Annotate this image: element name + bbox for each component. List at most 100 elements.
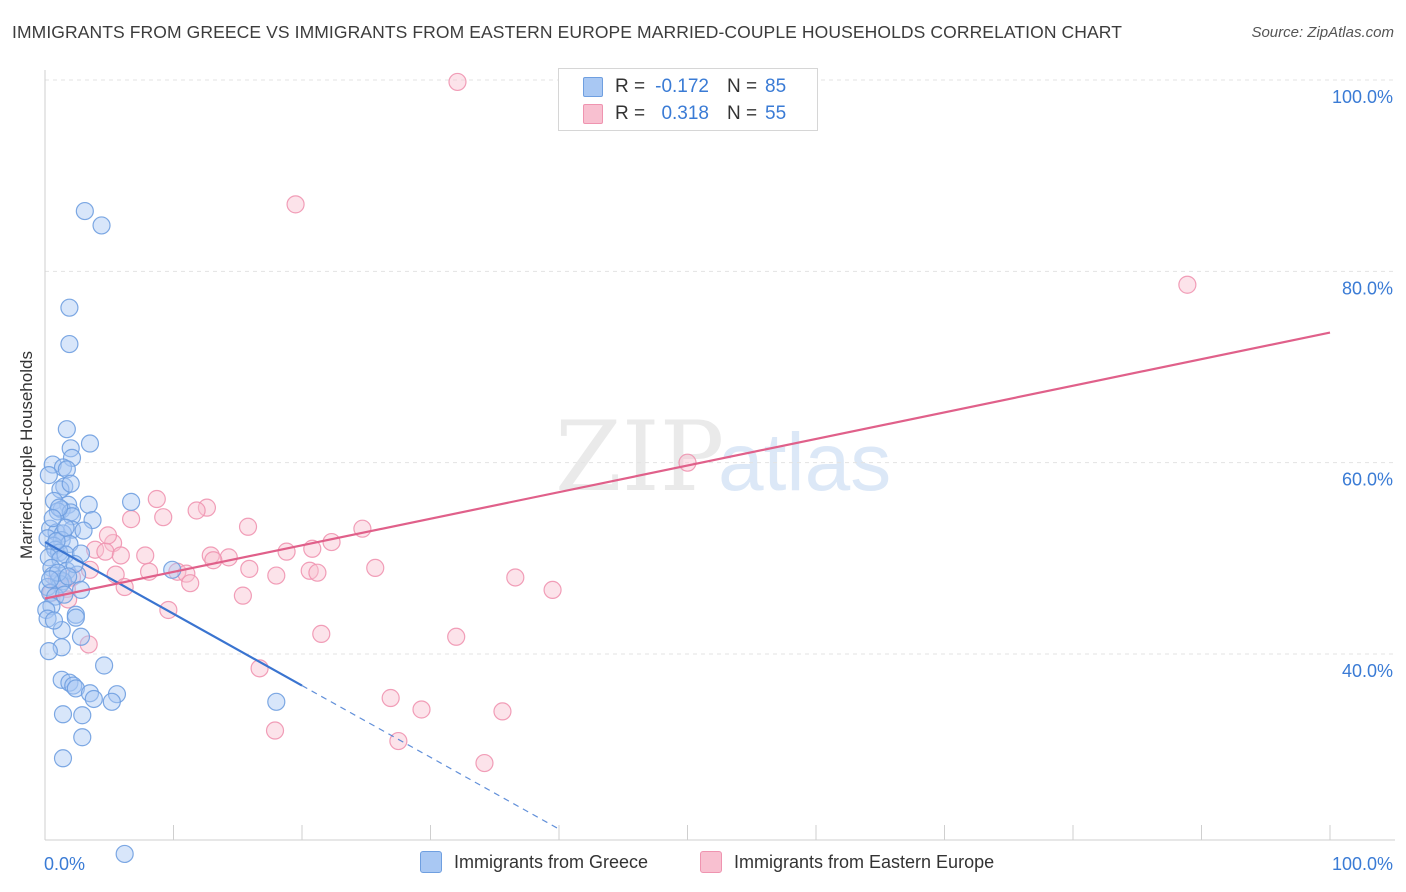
point-eastern-europe — [181, 574, 200, 593]
point-eastern-europe — [412, 700, 431, 719]
point-greece — [92, 216, 111, 235]
legend-label-eastern-europe: Immigrants from Eastern Europe — [734, 851, 995, 872]
tick-labels: 40.0% 60.0% 80.0% 100.0% 0.0% 100.0% — [44, 87, 1393, 874]
point-eastern-europe — [121, 510, 141, 529]
point-eastern-europe — [447, 627, 466, 646]
watermark: ZIP atlas — [555, 401, 891, 513]
point-eastern-europe — [448, 72, 467, 92]
point-greece — [38, 609, 57, 628]
point-greece — [39, 466, 58, 485]
point-greece — [44, 611, 64, 630]
point-eastern-europe — [240, 559, 259, 578]
point-eastern-europe — [678, 453, 697, 472]
point-eastern-europe — [506, 568, 525, 587]
point-eastern-europe — [277, 542, 296, 561]
x-tick-label: 0.0% — [44, 854, 85, 874]
legend-item-greece[interactable]: Immigrants from Greece — [420, 851, 648, 873]
n-label: N = — [727, 76, 758, 97]
trend-line-greece-extension — [301, 685, 560, 830]
point-eastern-europe — [233, 586, 252, 605]
point-eastern-europe — [543, 580, 562, 600]
point-greece — [61, 439, 80, 458]
point-greece — [163, 560, 182, 579]
point-greece — [267, 692, 286, 711]
point-greece — [84, 689, 103, 709]
point-greece — [53, 705, 73, 724]
trend-lines — [44, 331, 1331, 830]
point-greece — [121, 492, 141, 511]
trend-line-eastern-europe — [44, 331, 1331, 600]
point-greece — [66, 679, 85, 698]
point-greece — [71, 627, 91, 646]
correlation-row-eastern-europe: R = 0.318 N = 55 — [583, 101, 786, 127]
point-eastern-europe — [98, 526, 118, 545]
n-value: 85 — [765, 76, 787, 97]
r-label: R = — [615, 103, 646, 124]
point-eastern-europe — [308, 563, 327, 582]
point-greece — [43, 509, 62, 528]
point-greece — [62, 507, 82, 526]
point-eastern-europe — [1178, 275, 1197, 294]
point-greece — [41, 570, 60, 589]
r-value: 0.318 — [661, 103, 709, 124]
point-greece — [102, 692, 121, 711]
point-eastern-europe — [154, 508, 173, 527]
correlation-box: R = -0.172 N = 85 R = 0.318 N = 55 — [558, 68, 818, 131]
point-eastern-europe — [111, 546, 130, 565]
point-greece — [59, 567, 78, 586]
y-tick-label: 80.0% — [1342, 278, 1393, 298]
point-eastern-europe — [197, 498, 217, 517]
axes — [44, 70, 1395, 841]
point-greece — [95, 656, 114, 675]
point-eastern-europe — [219, 548, 238, 567]
point-eastern-europe — [187, 501, 206, 520]
point-greece — [39, 548, 58, 567]
greece-swatch — [583, 77, 603, 97]
correlation-row-greece: R = -0.172 N = 85 — [583, 74, 786, 100]
point-eastern-europe — [136, 546, 155, 565]
point-eastern-europe — [267, 566, 286, 585]
trend-line-greece — [44, 541, 303, 687]
y-tick-label: 60.0% — [1342, 470, 1393, 490]
n-label: N = — [727, 103, 758, 124]
y-tick-label: 100.0% — [1332, 87, 1393, 107]
point-greece — [80, 434, 100, 453]
point-greece — [66, 608, 85, 627]
point-eastern-europe — [493, 702, 512, 721]
legend-label-greece: Immigrants from Greece — [454, 851, 649, 872]
point-greece — [74, 521, 93, 540]
point-eastern-europe — [96, 542, 115, 561]
point-eastern-europe — [366, 558, 385, 578]
point-greece — [73, 706, 92, 725]
chart-legend: Immigrants from Greece Immigrants from E… — [0, 851, 1406, 879]
point-greece — [39, 642, 58, 661]
point-eastern-europe — [265, 721, 285, 740]
point-greece — [115, 844, 134, 864]
point-eastern-europe — [147, 489, 166, 509]
points-greece — [37, 201, 286, 864]
point-greece — [53, 749, 73, 768]
point-eastern-europe — [381, 688, 400, 708]
point-greece — [79, 495, 98, 514]
point-eastern-europe — [322, 532, 341, 552]
point-greece — [64, 676, 83, 695]
legend-swatch-greece — [420, 851, 442, 873]
chart-title: IMMIGRANTS FROM GREECE VS IMMIGRANTS FRO… — [12, 22, 1123, 42]
point-eastern-europe — [312, 624, 331, 644]
n-value: 55 — [765, 103, 787, 124]
watermark-zip: ZIP — [555, 401, 724, 513]
legend-item-eastern-europe[interactable]: Immigrants from Eastern Europe — [700, 851, 994, 873]
source-credit: Source: ZipAtlas.com — [1251, 24, 1394, 41]
point-greece — [43, 455, 62, 474]
y-tick-label: 40.0% — [1342, 661, 1393, 681]
point-eastern-europe — [286, 195, 305, 214]
point-eastern-europe — [389, 731, 408, 751]
point-greece — [50, 498, 69, 517]
point-eastern-europe — [204, 551, 223, 570]
r-label: R = — [615, 76, 646, 97]
point-greece — [56, 518, 75, 537]
legend-swatch-eastern-europe — [700, 851, 722, 873]
eastern-europe-swatch — [583, 104, 603, 124]
point-eastern-europe — [475, 753, 494, 773]
